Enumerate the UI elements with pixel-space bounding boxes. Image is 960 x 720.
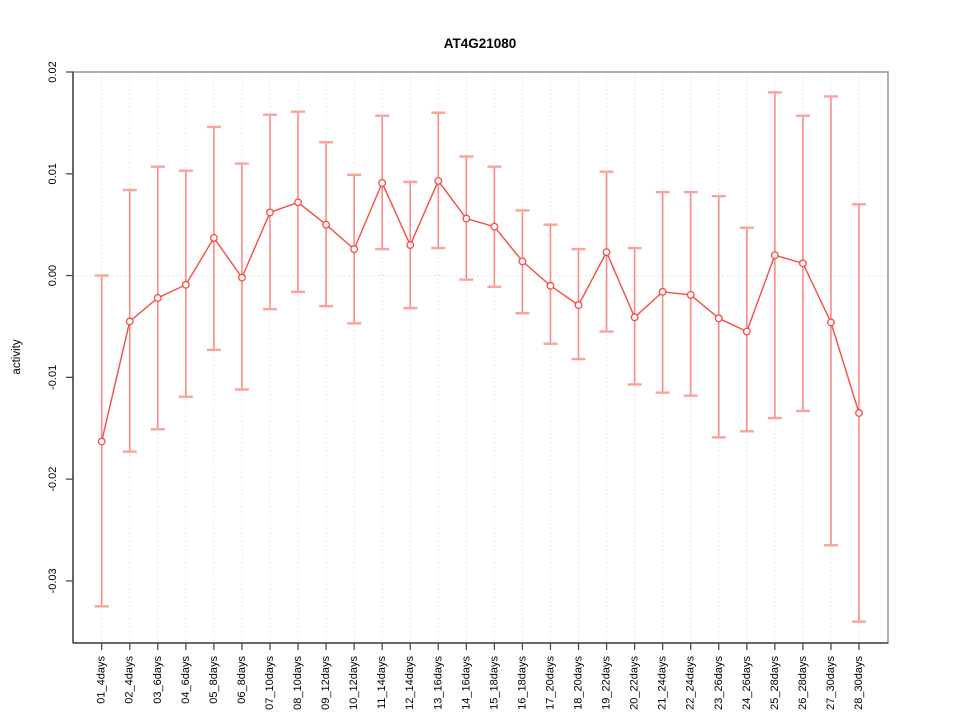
x-tick-label: 16_18days [516,656,528,710]
data-point [742,327,751,336]
x-tick-label: 10_12days [348,656,360,710]
data-point [827,318,835,327]
x-tick-label: 18_20days [573,656,585,710]
y-tick-label: -0.03 [47,568,59,593]
chart-title: AT4G21080 [444,36,517,51]
plot-area: 01_4days 02_4days 03_6days 04_6days 05_8days… [47,61,889,710]
data-point [462,214,471,223]
x-tick-label: 24_26days [741,656,753,710]
data-point [294,198,302,207]
data-point [602,248,611,257]
x-tick-label: 28_30days [853,656,865,710]
data-point [209,233,218,242]
data-point [798,259,807,268]
x-tick-label: 13_16days [432,656,444,710]
data-point [378,178,387,187]
data-point [322,220,331,229]
data-point [266,208,274,217]
data-point [518,257,527,266]
x-tick-label: 15_18days [488,656,500,710]
data-point [153,294,162,302]
data-point [546,281,555,290]
data-point [97,437,106,446]
data-point [406,241,415,249]
x-tick-label: 14_16days [460,656,472,710]
data-point [686,290,695,299]
y-tick-label: 0.00 [47,265,59,286]
x-tick-label: 02_4days [124,656,136,704]
x-tick-label: 17_20days [544,656,556,710]
data-point [574,301,583,310]
series-line [101,179,860,442]
x-tick-label: 11_14days [376,656,388,710]
x-tick-label: 03_6days [152,656,164,704]
x-tick-label: 21_24days [657,656,669,710]
y-axis-label: activity [11,339,23,374]
x-tick-label: 23_26days [713,656,725,710]
x-tick-label: 27_30days [825,656,837,710]
x-tick-label: 01_4days [96,656,108,704]
x-tick-label: 05_8days [208,656,220,704]
x-tick-label: 09_12days [320,656,332,710]
y-tick-label: -0.01 [47,365,59,390]
x-tick-label: 07_10days [264,656,276,710]
plot-border [72,71,889,644]
data-point [630,313,639,322]
data-point [490,222,499,231]
data-point [181,280,190,289]
x-tick-label: 25_28days [769,656,781,710]
data-point [125,317,134,326]
data-point [855,409,863,417]
x-tick-label: 04_6days [180,656,192,704]
x-tick-label: 19_22days [601,656,613,710]
data-point [434,176,443,185]
data-point [770,251,779,260]
data-point [714,314,723,323]
x-tick-label: 12_14days [404,656,416,710]
y-tick-label: 0.01 [47,163,59,184]
data-point [350,245,359,254]
y-tick-label: 0.02 [47,61,59,82]
x-tick-label: 26_28days [797,656,809,710]
x-tick-label: 06_8days [236,656,248,704]
data-point [658,287,667,296]
x-tick-label: 08_10days [292,656,304,710]
x-tick-label: 20_22days [629,656,641,710]
x-tick-label: 22_24days [685,656,697,710]
y-tick-label: -0.02 [47,467,59,492]
data-point [237,273,246,282]
